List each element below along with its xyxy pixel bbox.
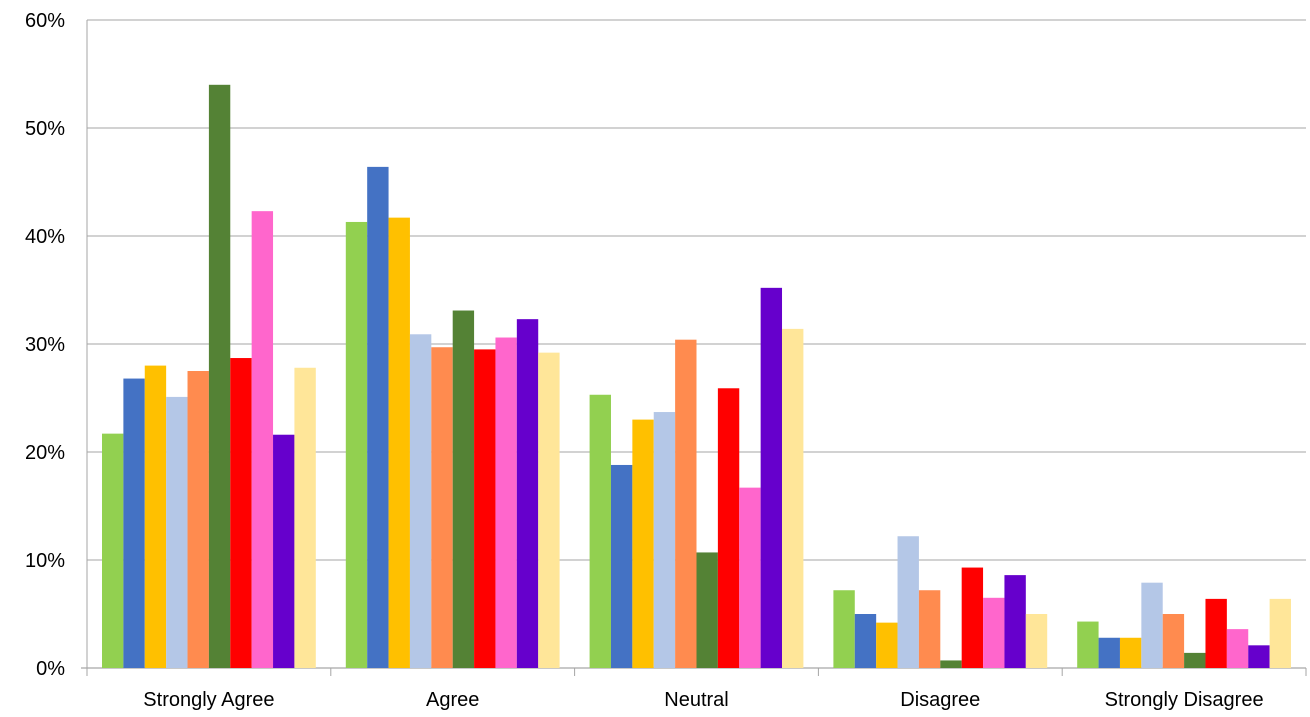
y-tick-label: 10% [25,550,65,572]
x-category-label: Disagree [900,689,980,711]
x-category-label: Strongly Agree [143,689,274,711]
bar [123,378,145,668]
bar [230,358,252,668]
bar [589,394,611,668]
bar [1098,637,1120,668]
bar [1226,629,1249,668]
bar [1184,652,1206,668]
y-tick-label: 20% [25,442,65,464]
x-category-label: Neutral [664,689,728,711]
bar [961,567,984,668]
bar [983,597,1005,668]
bar [632,419,654,668]
y-tick-label: 40% [25,226,65,248]
bar [1077,621,1099,668]
bar [1162,614,1185,668]
bar [876,622,898,668]
bar [1205,598,1227,668]
bar [1025,614,1048,668]
y-tick-label: 0% [36,658,65,680]
bar [717,388,740,668]
bar [251,211,274,668]
y-tick-label: 50% [25,118,65,140]
bar [696,552,718,668]
y-tick-label: 30% [25,334,65,356]
bar [367,166,389,668]
bar [833,590,855,668]
bar [294,367,316,668]
bar [208,84,231,669]
bar [166,396,188,668]
bar [653,412,676,668]
bar [918,590,941,668]
bar [144,365,167,668]
bar [1141,582,1163,668]
bar [610,464,633,668]
bar [897,536,919,668]
bar [388,217,410,668]
bar [345,221,368,668]
bar [760,287,783,668]
bar [1248,645,1270,668]
bar [273,434,295,668]
bar [187,371,209,668]
y-tick-label: 60% [25,10,65,32]
bar [452,310,475,668]
bar [739,487,761,668]
bar [782,328,804,668]
bar [474,349,496,668]
bar [538,352,560,668]
bar [102,433,124,668]
bar [516,319,539,668]
bar [495,337,517,668]
bar [1004,575,1026,668]
bar [431,347,453,668]
x-category-label: Strongly Disagree [1105,689,1264,711]
bar [1269,598,1291,668]
bar [675,339,697,668]
bar [1119,637,1142,668]
bar [940,660,962,668]
bar [854,614,877,668]
bar [409,334,432,668]
x-category-label: Agree [426,689,479,711]
